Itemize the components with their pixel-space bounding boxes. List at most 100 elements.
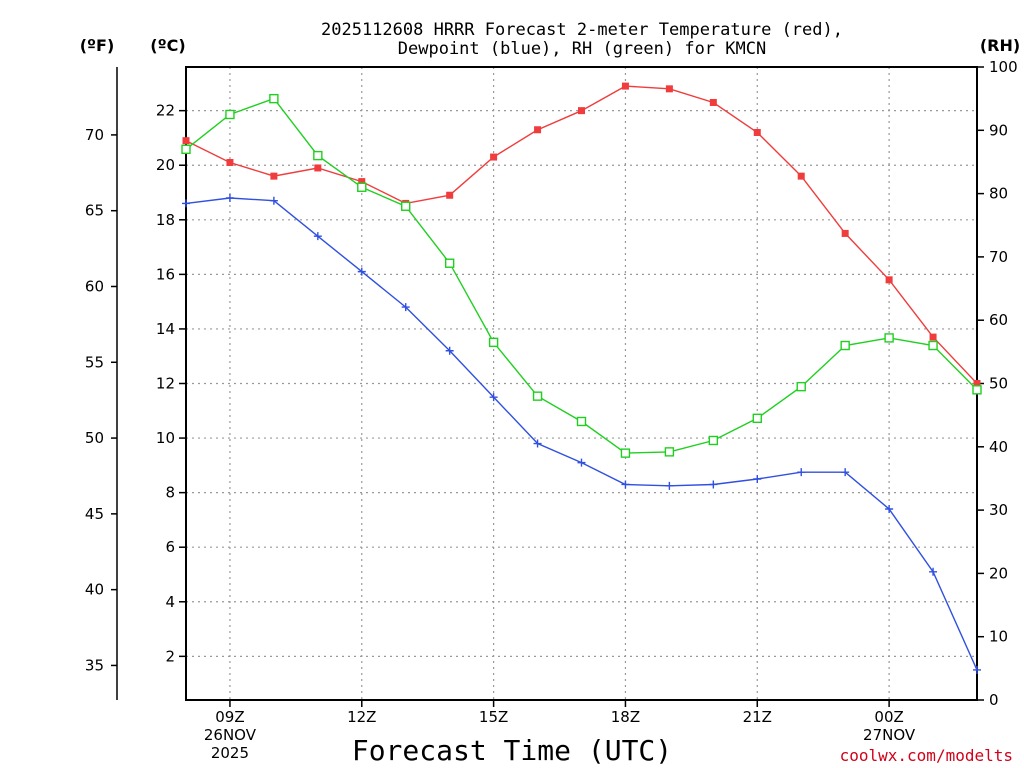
celsius-tick-label: 18 xyxy=(156,211,175,229)
dewpoint-point xyxy=(445,346,454,355)
temperature-line xyxy=(185,85,978,384)
rh-tick-label: 90 xyxy=(989,121,1008,139)
rh-point xyxy=(313,150,323,161)
dewpoint-point xyxy=(753,474,762,483)
rh-point xyxy=(620,448,631,458)
data-series xyxy=(181,82,982,674)
rh-point xyxy=(444,258,455,268)
series-rh xyxy=(181,93,982,458)
x-tick-label: 15Z xyxy=(479,708,508,726)
celsius-tick-label: 4 xyxy=(165,593,175,611)
dewpoint-point xyxy=(665,481,674,490)
temperature-point xyxy=(182,137,190,145)
rh-point xyxy=(401,201,411,211)
x-tick-label: 00Z xyxy=(874,708,903,726)
source-credit: coolwx.com/modelts xyxy=(840,746,1013,765)
rh-point xyxy=(752,413,762,424)
celsius-tick-label: 10 xyxy=(156,429,175,447)
rh-point xyxy=(532,391,543,401)
dewpoint-point xyxy=(885,505,894,514)
chart-title-line1: 2025112608 HRRR Forecast 2-meter Tempera… xyxy=(321,20,843,40)
temperature-point xyxy=(665,85,673,93)
rh-point xyxy=(972,385,982,395)
axes xyxy=(111,66,984,707)
celsius-tick-label: 2 xyxy=(165,647,175,665)
x-tick-label: 2025 xyxy=(211,744,249,762)
fahrenheit-tick-label: 50 xyxy=(85,429,104,447)
temperature-point xyxy=(578,107,585,115)
rh-tick-label: 0 xyxy=(989,691,999,709)
rh-point xyxy=(269,93,279,104)
temperature-point xyxy=(621,82,629,90)
rh-line xyxy=(185,97,978,454)
x-axis-label: Forecast Time (UTC) xyxy=(352,734,672,767)
rh-tick-label: 100 xyxy=(989,58,1018,76)
fahrenheit-tick-label: 40 xyxy=(85,581,104,599)
rh-point xyxy=(576,416,587,427)
rh-tick-label: 80 xyxy=(989,185,1008,203)
dewpoint-point xyxy=(225,193,234,202)
rh-point xyxy=(225,109,235,120)
fahrenheit-tick-label: 60 xyxy=(85,277,104,295)
fahrenheit-tick-label: 70 xyxy=(85,126,104,144)
temperature-point xyxy=(446,191,454,199)
rh-point xyxy=(928,340,938,351)
dewpoint-point xyxy=(489,393,498,402)
temperature-point xyxy=(534,126,542,134)
dewpoint-point xyxy=(313,232,322,241)
celsius-tick-label: 20 xyxy=(156,156,175,174)
fahrenheit-tick-label: 35 xyxy=(85,656,104,674)
rh-tick-label: 20 xyxy=(989,564,1008,582)
temperature-point xyxy=(929,333,937,341)
x-tick-label: 12Z xyxy=(347,708,376,726)
celsius-tick-label: 6 xyxy=(165,538,175,556)
temperature-point xyxy=(490,153,498,161)
temperature-point xyxy=(358,178,366,186)
fahrenheit-tick-label: 55 xyxy=(85,353,104,371)
temperature-point xyxy=(841,229,849,237)
x-tick-label: 27NOV xyxy=(863,726,916,744)
dewpoint-point xyxy=(269,196,278,205)
dewpoint-point xyxy=(357,267,366,276)
temperature-point xyxy=(753,128,761,136)
celsius-tick-label: 14 xyxy=(156,320,175,338)
dewpoint-point xyxy=(929,567,938,576)
rh-point xyxy=(664,447,675,457)
fahrenheit-tick-label: 45 xyxy=(85,505,104,523)
rh-tick-label: 50 xyxy=(989,375,1008,393)
grid-lines xyxy=(186,67,977,700)
x-tick-label: 21Z xyxy=(743,708,772,726)
celsius-unit-label: (ºC) xyxy=(150,36,185,55)
celsius-tick-label: 12 xyxy=(156,375,175,393)
dewpoint-point xyxy=(797,468,806,477)
x-tick-label: 26NOV xyxy=(204,726,257,744)
rh-tick-label: 40 xyxy=(989,438,1008,456)
temperature-point xyxy=(709,98,717,106)
dewpoint-point xyxy=(841,468,850,477)
rh-point xyxy=(840,340,850,351)
dewpoint-point xyxy=(182,199,190,208)
temperature-point xyxy=(270,172,278,180)
series-temperature xyxy=(182,82,981,387)
rh-point xyxy=(796,381,806,392)
temperature-point xyxy=(226,158,234,166)
rh-point xyxy=(357,182,367,192)
rh-tick-label: 10 xyxy=(989,628,1008,646)
rh-unit-label: (RH) xyxy=(980,36,1020,55)
rh-tick-label: 30 xyxy=(989,501,1008,519)
dewpoint-line xyxy=(185,197,978,671)
celsius-tick-label: 22 xyxy=(156,102,175,120)
dewpoint-point xyxy=(401,303,410,312)
rh-point xyxy=(884,333,894,343)
chart-title-line2: Dewpoint (blue), RH (green) for KMCN xyxy=(398,39,766,59)
x-tick-label: 09Z xyxy=(215,708,244,726)
temperature-point xyxy=(314,164,322,172)
rh-point xyxy=(181,144,191,154)
dewpoint-point xyxy=(621,480,630,489)
dewpoint-point xyxy=(973,665,981,674)
temperature-point xyxy=(797,172,805,180)
celsius-tick-label: 16 xyxy=(156,265,175,283)
dewpoint-point xyxy=(533,439,542,448)
x-tick-label: 18Z xyxy=(611,708,640,726)
